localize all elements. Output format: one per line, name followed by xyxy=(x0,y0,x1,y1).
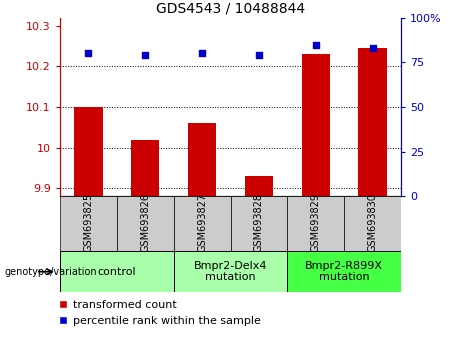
Point xyxy=(312,42,319,47)
Text: control: control xyxy=(97,267,136,277)
Point xyxy=(369,45,376,51)
Bar xyxy=(358,48,387,196)
Text: Bmpr2-R899X
mutation: Bmpr2-R899X mutation xyxy=(305,261,383,282)
Bar xyxy=(301,54,330,196)
Text: GSM693827: GSM693827 xyxy=(197,193,207,252)
Point xyxy=(142,52,149,58)
Bar xyxy=(188,123,216,196)
Bar xyxy=(74,107,102,196)
Text: GSM693829: GSM693829 xyxy=(311,193,321,252)
Text: GSM693830: GSM693830 xyxy=(367,193,378,252)
FancyBboxPatch shape xyxy=(60,196,117,251)
Title: GDS4543 / 10488844: GDS4543 / 10488844 xyxy=(156,1,305,15)
Point xyxy=(85,51,92,56)
Text: Bmpr2-Delx4
mutation: Bmpr2-Delx4 mutation xyxy=(194,261,267,282)
Point xyxy=(255,52,263,58)
FancyBboxPatch shape xyxy=(60,251,174,292)
Legend: transformed count, percentile rank within the sample: transformed count, percentile rank withi… xyxy=(56,298,263,328)
Text: GSM693828: GSM693828 xyxy=(254,193,264,252)
FancyBboxPatch shape xyxy=(174,251,287,292)
Bar xyxy=(131,139,160,196)
FancyBboxPatch shape xyxy=(117,196,174,251)
FancyBboxPatch shape xyxy=(287,196,344,251)
Bar xyxy=(245,176,273,196)
Text: GSM693825: GSM693825 xyxy=(83,193,94,252)
Text: genotype/variation: genotype/variation xyxy=(5,267,97,277)
Point xyxy=(198,51,206,56)
FancyBboxPatch shape xyxy=(174,196,230,251)
FancyBboxPatch shape xyxy=(344,196,401,251)
FancyBboxPatch shape xyxy=(230,196,287,251)
FancyBboxPatch shape xyxy=(287,251,401,292)
Text: GSM693826: GSM693826 xyxy=(140,193,150,252)
